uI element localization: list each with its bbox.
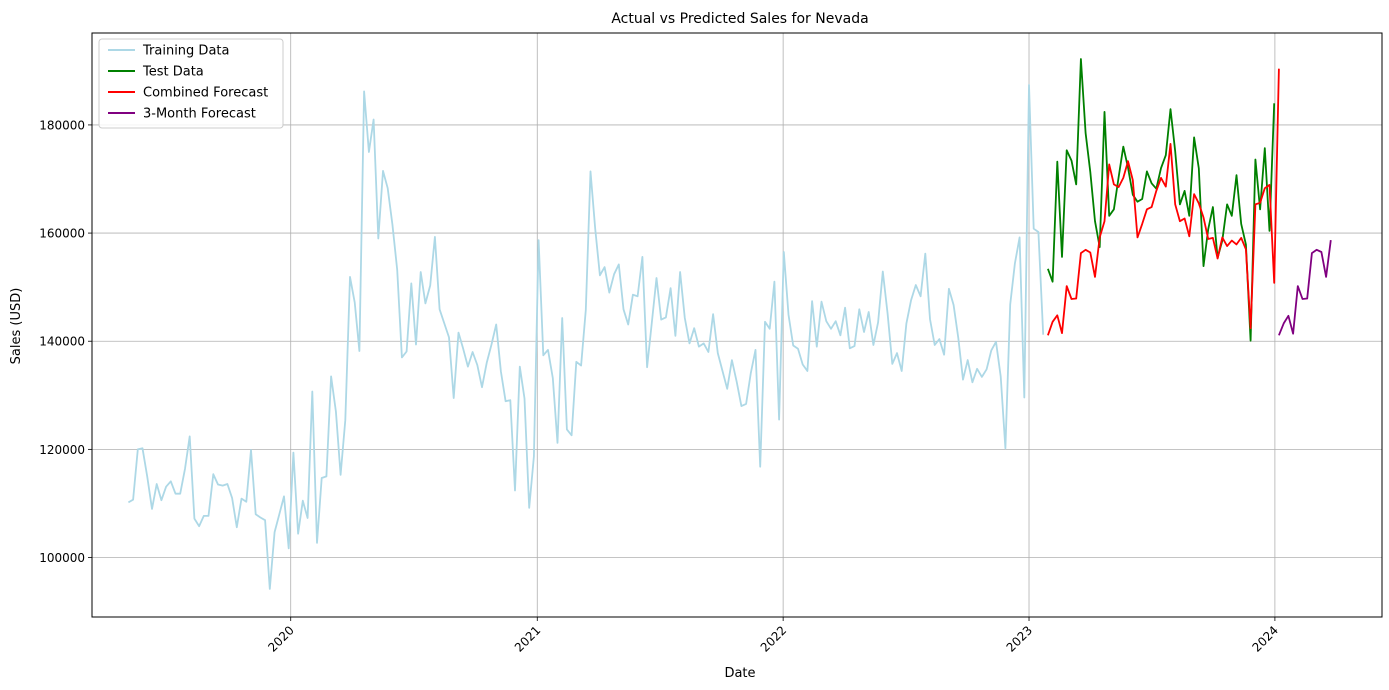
y-tick-label: 140000 [39,335,85,349]
x-tick-label: 2024 [1250,623,1281,654]
series-line-combined-forecast [1047,68,1280,336]
legend-label: 3-Month Forecast [143,107,256,122]
y-tick-label: 160000 [39,227,85,241]
x-tick-label: 2022 [758,623,789,654]
legend-label: Test Data [142,65,204,80]
legend: Training Data Test Data Combined Forecast 3… [98,38,284,129]
series-line-training-data [127,84,1045,590]
x-tick-label: 2021 [512,623,543,654]
series-lines [127,58,1332,590]
y-tick-label: 120000 [39,443,85,457]
chart-title: Actual vs Predicted Sales for Nevada [611,11,868,27]
series-line-3-month-forecast [1278,239,1332,336]
grid-lines [92,33,1382,617]
legend-label: Training Data [142,44,229,59]
y-tick-label: 100000 [39,551,85,565]
y-axis-ticks: 100000 120000 140000 160000 180000 [39,118,92,565]
plot-area-frame [91,32,1383,618]
x-tick-label: 2020 [265,623,296,654]
x-axis-label: Date [724,666,755,681]
x-axis-ticks: 2020 2021 2022 2023 2024 [265,617,1281,655]
y-tick-label: 180000 [39,118,85,132]
legend-box [98,38,284,129]
series-line-test-data [1047,58,1276,342]
y-axis-label: Sales (USD) [9,288,24,365]
legend-label: Combined Forecast [143,86,268,101]
x-tick-label: 2023 [1004,623,1035,654]
